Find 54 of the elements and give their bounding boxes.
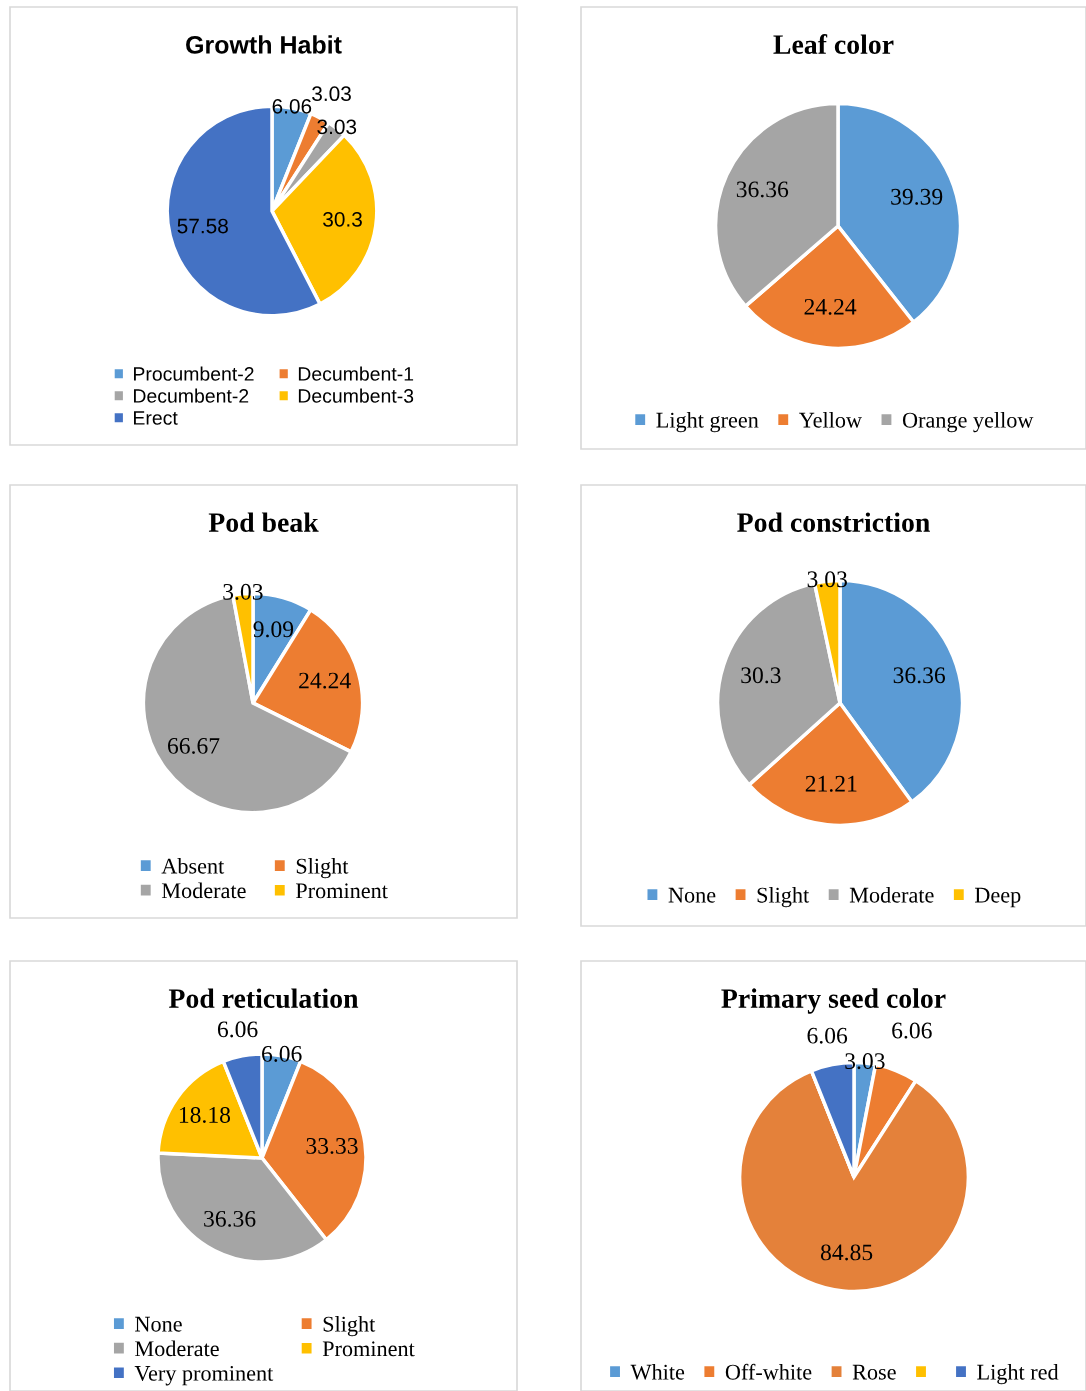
legend-label: Erect xyxy=(134,411,178,425)
legend-label: Light red xyxy=(977,1364,1059,1385)
legend-label: Absent xyxy=(161,858,225,874)
legend-label: Decumbent-2 xyxy=(134,388,249,403)
legend-label: Yellow xyxy=(799,412,862,428)
legend-label: Slight xyxy=(296,858,349,879)
legend-label: Decumbent-3 xyxy=(298,388,414,403)
legend-label: Decumbent-1 xyxy=(298,366,414,381)
data-label: 33.33 xyxy=(306,1137,358,1154)
data-label: 24.24 xyxy=(299,672,351,689)
legend-label: White xyxy=(630,1364,685,1380)
data-label: 6.06 xyxy=(262,1045,302,1062)
data-label: 24.24 xyxy=(804,298,857,315)
legend-label: Moderate xyxy=(161,882,246,899)
data-label: 6.06 xyxy=(272,98,312,114)
legend-label: Rose xyxy=(852,1364,896,1380)
data-label: 30.3 xyxy=(323,211,362,227)
legend-label: Procumbent-2 xyxy=(134,366,254,381)
data-label: 36.36 xyxy=(893,667,946,684)
data-label: 30.3 xyxy=(741,667,781,684)
data-label: 66.67 xyxy=(167,737,220,754)
data-label: 3.03 xyxy=(223,583,263,600)
data-label: 3.03 xyxy=(845,1053,885,1070)
legend-label: Prominent xyxy=(295,883,388,899)
data-label: 39.39 xyxy=(891,188,943,205)
data-label: 6.06 xyxy=(892,1022,932,1039)
data-label: 57.58 xyxy=(177,218,228,234)
data-label: 36.36 xyxy=(736,181,789,198)
chart-title: Growth Habit xyxy=(186,35,342,54)
data-label: 18.18 xyxy=(179,1106,231,1123)
chart-title: Pod reticulation xyxy=(168,988,359,1009)
legend-label: Orange yellow xyxy=(902,412,1034,433)
legend-label: None xyxy=(135,1316,182,1332)
data-label: 21.21 xyxy=(805,775,857,792)
legend-label: Prominent xyxy=(322,1341,415,1357)
chart-title: Pod beak xyxy=(208,512,319,532)
data-label: 3.03 xyxy=(807,571,847,588)
legend-label: None xyxy=(668,887,716,903)
legend-label: Deep xyxy=(975,887,1021,908)
legend-label: Moderate xyxy=(849,887,934,903)
chart-title: Primary seed color xyxy=(721,988,946,1014)
legend-label: Moderate xyxy=(135,1340,219,1357)
data-label: 6.06 xyxy=(217,1021,258,1038)
data-label: 84.85 xyxy=(820,1244,873,1261)
legend-label: Slight xyxy=(323,1316,376,1337)
chart-title: Pod constriction xyxy=(737,512,930,532)
legend-label: Slight xyxy=(757,887,810,908)
data-label: 6.06 xyxy=(807,1027,848,1044)
data-label: 3.03 xyxy=(312,86,351,102)
legend-label: Off-white xyxy=(725,1363,812,1380)
legend-label: Light green xyxy=(656,412,759,433)
data-label: 36.36 xyxy=(204,1210,256,1227)
legend-label: Very prominent xyxy=(134,1365,274,1386)
chart-title: Leaf color xyxy=(773,34,894,54)
